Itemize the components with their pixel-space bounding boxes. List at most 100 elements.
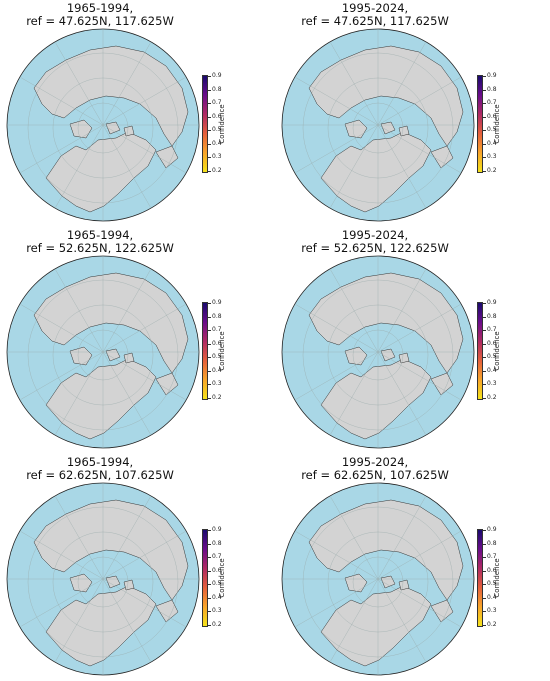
graticule [7, 29, 199, 221]
panel-title: 1965-1994, ref = 52.625N, 122.625W [26, 228, 174, 255]
map-panel-3: 1965-1994, ref = 52.625N, 122.625W 0.9 0.… [0, 227, 275, 454]
graticule [7, 256, 199, 448]
colorbar-tick: 0.6 [208, 112, 222, 120]
colorbar-tick: 0.7 [208, 326, 222, 333]
colorbar-tick: 0.9 [483, 299, 497, 306]
colorbar-tick: 0.7 [483, 326, 497, 333]
colorbar-tick: 0.9 [208, 526, 222, 533]
colorbar-tick: 0.8 [483, 312, 497, 320]
colorbar-label: Confidence [493, 104, 501, 144]
colorbar-tick: 0.5 [208, 580, 222, 587]
landmasses [308, 45, 464, 213]
colorbar-tick: 0.7 [483, 553, 497, 560]
graticule [282, 483, 474, 675]
land [430, 145, 454, 169]
panel-title: 1965-1994, ref = 47.625N, 117.625W [26, 1, 174, 28]
colorbar-tick: 0.3 [483, 153, 497, 160]
land [398, 352, 410, 364]
panel-title: 1995-2024, ref = 52.625N, 122.625W [301, 228, 449, 255]
land [398, 579, 410, 591]
colorbar-label: Confidence [218, 104, 226, 144]
panel-title: 1995-2024, ref = 62.625N, 107.625W [301, 455, 449, 482]
colorbar-tick: 0.2 [208, 166, 222, 174]
colorbar-label: Confidence [493, 331, 501, 371]
colorbar-tick: 0.8 [208, 85, 222, 93]
land [320, 358, 432, 440]
land [45, 585, 157, 667]
colorbar-tick: 0.6 [483, 112, 497, 120]
globe-map [6, 482, 200, 676]
colorbar [477, 529, 483, 627]
colorbar-tick: 0.6 [483, 339, 497, 347]
land [123, 579, 135, 591]
colorbar-tick: 0.2 [483, 620, 497, 628]
colorbar-tick: 0.6 [208, 566, 222, 574]
colorbar-tick: 0.5 [208, 353, 222, 360]
land [45, 131, 157, 213]
landmasses [33, 45, 189, 213]
colorbar-tick: 0.2 [208, 393, 222, 401]
land [155, 372, 179, 396]
globe-map [281, 482, 475, 676]
colorbar-tick: 0.9 [483, 526, 497, 533]
colorbar-tick: 0.3 [208, 380, 222, 387]
colorbar-tick: 0.3 [483, 607, 497, 614]
colorbar-tick: 0.4 [483, 366, 497, 374]
colorbar-tick: 0.2 [483, 166, 497, 174]
colorbar-tick: 0.2 [208, 620, 222, 628]
colorbar-tick: 0.5 [483, 126, 497, 133]
colorbar [202, 529, 208, 627]
land [45, 358, 157, 440]
colorbar-label: Confidence [218, 558, 226, 598]
globe-map [281, 28, 475, 222]
landmasses [308, 272, 464, 440]
landmasses [33, 272, 189, 440]
globe-map [281, 255, 475, 449]
panel-title: 1965-1994, ref = 62.625N, 107.625W [26, 455, 174, 482]
colorbar-label: Confidence [493, 558, 501, 598]
land [320, 585, 432, 667]
land [398, 125, 410, 137]
colorbar-tick: 0.7 [208, 553, 222, 560]
colorbar-tick: 0.3 [208, 607, 222, 614]
colorbar-tick: 0.3 [483, 380, 497, 387]
globe-map [6, 28, 200, 222]
land [155, 599, 179, 623]
colorbar-tick: 0.8 [208, 312, 222, 320]
colorbar-tick: 0.2 [483, 393, 497, 401]
map-panel-4: 1995-2024, ref = 52.625N, 122.625W 0.9 0.… [275, 227, 550, 454]
land [430, 372, 454, 396]
colorbar-tick: 0.8 [483, 85, 497, 93]
globe-map [6, 255, 200, 449]
panel-title: 1995-2024, ref = 47.625N, 117.625W [301, 1, 449, 28]
colorbar-tick: 0.7 [208, 99, 222, 106]
land [320, 131, 432, 213]
colorbar [202, 75, 208, 173]
colorbar-tick: 0.9 [208, 299, 222, 306]
colorbar-tick: 0.3 [208, 153, 222, 160]
colorbar-tick: 0.4 [208, 139, 222, 147]
map-panel-1: 1965-1994, ref = 47.625N, 117.625W 0.9 0.… [0, 0, 275, 227]
colorbar-tick: 0.9 [483, 72, 497, 79]
colorbar-tick: 0.6 [483, 566, 497, 574]
colorbar-tick: 0.8 [208, 539, 222, 547]
colorbar-tick: 0.9 [208, 72, 222, 79]
map-panel-6: 1995-2024, ref = 62.625N, 107.625W 0.9 0.… [275, 454, 550, 681]
map-panel-2: 1995-2024, ref = 47.625N, 117.625W 0.9 0.… [275, 0, 550, 227]
colorbar-tick: 0.5 [483, 580, 497, 587]
colorbar-tick: 0.5 [208, 126, 222, 133]
colorbar-tick: 0.5 [483, 353, 497, 360]
graticule [282, 256, 474, 448]
colorbar-label: Confidence [218, 331, 226, 371]
colorbar [477, 302, 483, 400]
land [123, 352, 135, 364]
colorbar [477, 75, 483, 173]
map-panel-5: 1965-1994, ref = 62.625N, 107.625W 0.9 0.… [0, 454, 275, 681]
landmasses [33, 499, 189, 667]
graticule [282, 29, 474, 221]
colorbar-tick: 0.6 [208, 339, 222, 347]
land [155, 145, 179, 169]
colorbar-tick: 0.7 [483, 99, 497, 106]
graticule [7, 483, 199, 675]
colorbar [202, 302, 208, 400]
